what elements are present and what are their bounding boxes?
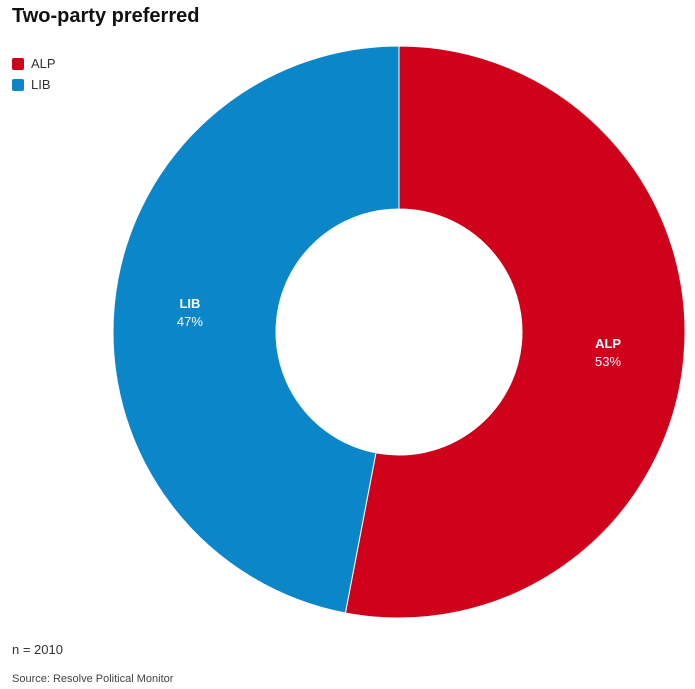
legend-item-alp[interactable]: ALP	[12, 53, 56, 74]
legend-swatch-alp	[12, 57, 24, 70]
slice-alp[interactable]	[344, 45, 686, 619]
legend-swatch-lib	[12, 78, 24, 91]
slice-label-alp: ALP	[595, 336, 621, 351]
legend-label-alp: ALP	[31, 56, 56, 71]
slice-value-alp: 53%	[595, 354, 621, 369]
chart-title: Two-party preferred	[12, 5, 200, 27]
slice-label-lib: LIB	[179, 296, 200, 311]
slice-value-lib: 47%	[177, 314, 203, 329]
sample-size-note: n = 2010	[12, 642, 63, 657]
legend-item-lib[interactable]: LIB	[12, 74, 56, 95]
legend: ALP LIB	[12, 53, 56, 95]
slice-lib[interactable]	[112, 45, 400, 614]
legend-label-lib: LIB	[31, 77, 51, 92]
source-note: Source: Resolve Political Monitor	[12, 673, 174, 685]
